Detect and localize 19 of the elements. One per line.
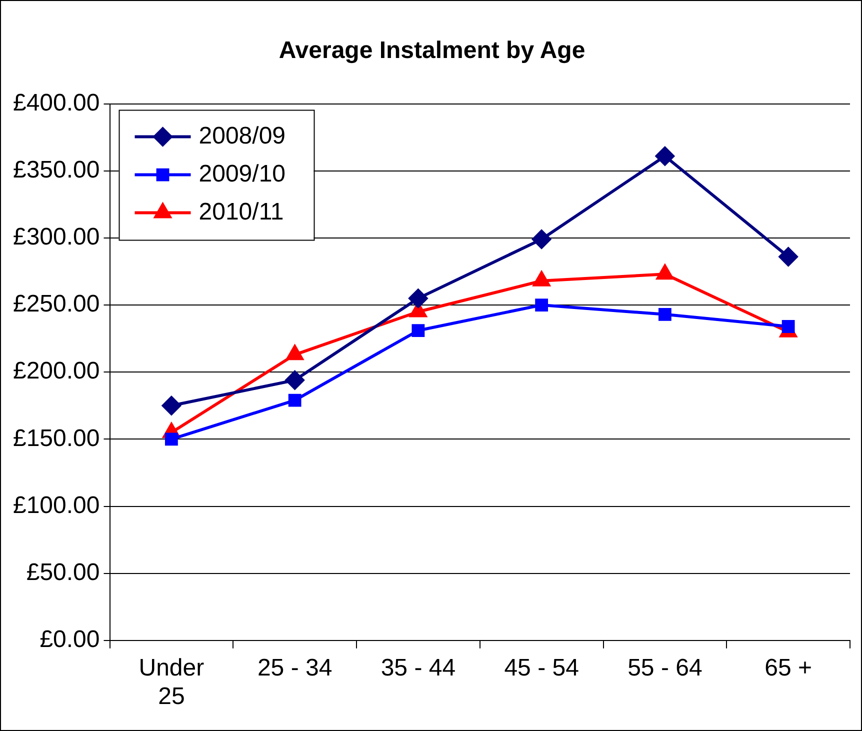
- x-tick-label: 45 - 54: [504, 654, 579, 682]
- chart-title: Average Instalment by Age: [278, 37, 586, 64]
- y-tick-label: £0.00: [40, 626, 100, 654]
- y-tick-label: £50.00: [26, 558, 100, 586]
- x-tick-label: 25 - 34: [257, 654, 332, 682]
- y-tick-label: £250.00: [12, 290, 100, 318]
- x-tick-label: 65 +: [764, 654, 812, 682]
- x-tick-label: 55 - 64: [628, 654, 702, 682]
- x-tick-label: 35 - 44: [380, 654, 456, 682]
- legend-label: 2009/10: [198, 160, 286, 188]
- y-tick-label: £400.00: [12, 89, 100, 116]
- y-tick-label: £350.00: [12, 156, 100, 184]
- y-tick-label: £100.00: [12, 492, 100, 519]
- y-tick-label: £200.00: [12, 358, 100, 385]
- legend-label: 2008/09: [198, 122, 286, 150]
- y-tick-label: £300.00: [12, 224, 100, 251]
- legend-label: 2010/11: [198, 198, 284, 226]
- y-tick-label: £150.00: [12, 424, 100, 452]
- x-tick-label: Under 25: [138, 654, 204, 710]
